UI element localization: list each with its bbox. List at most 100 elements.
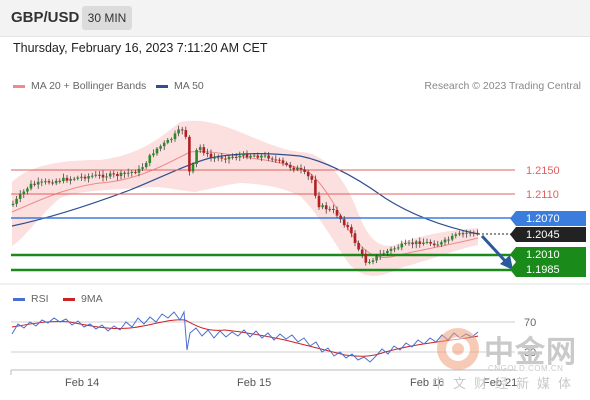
- candle-body: [155, 148, 159, 154]
- candle-body: [458, 233, 461, 235]
- watermark-tagline: 中文财经新媒体: [432, 376, 580, 391]
- candle-body: [461, 233, 465, 235]
- candle-body: [216, 157, 220, 159]
- candle-body: [76, 177, 80, 179]
- rsi-ma-swatch: [63, 297, 75, 301]
- candle-body: [252, 155, 256, 157]
- timeframe-button[interactable]: 30 MIN: [82, 6, 132, 30]
- candle-body: [310, 176, 314, 180]
- candle-body: [332, 208, 335, 210]
- candle-body: [393, 248, 396, 250]
- s1-tag: [516, 247, 586, 262]
- candle-body: [44, 181, 47, 183]
- candle-body: [425, 241, 429, 243]
- candle-body: [407, 242, 411, 244]
- candle-body: [159, 146, 162, 149]
- candle-body: [202, 147, 206, 153]
- candle-body: [62, 177, 65, 182]
- candle-body: [18, 194, 22, 199]
- candle-body: [83, 176, 87, 179]
- rsi-legend-label: RSI: [31, 293, 49, 305]
- candle-body: [234, 156, 238, 158]
- candle-body: [184, 130, 188, 137]
- candle-body: [40, 181, 44, 183]
- candle-body: [422, 242, 425, 245]
- candle-body: [206, 152, 209, 154]
- pivot-tag-arrow: [510, 211, 516, 226]
- legend-ma20: MA 20 + Bollinger Bands: [13, 80, 146, 92]
- candle-body: [317, 195, 321, 208]
- forecast-arrow: [480, 234, 513, 270]
- candle-body: [116, 174, 119, 177]
- current-label: 1.2045: [526, 229, 560, 241]
- candle-body: [33, 183, 36, 185]
- candle-body: [296, 168, 299, 170]
- candle-body: [148, 155, 152, 164]
- rsi-swatch: [13, 297, 25, 301]
- rsi-30-label: 30: [524, 347, 536, 359]
- r2-label: 1.2150: [526, 165, 560, 177]
- x-label-feb16: Feb 16: [410, 377, 444, 389]
- current-tag-arrow: [510, 227, 516, 242]
- candle-body: [94, 174, 98, 176]
- research-credit: Research © 2023 Trading Central: [424, 80, 581, 92]
- candle-body: [378, 254, 382, 257]
- candle-body: [342, 219, 346, 226]
- candle-body: [328, 208, 332, 210]
- candle-body: [357, 242, 360, 250]
- candle-body: [98, 174, 101, 176]
- ma50-label: MA 50: [174, 80, 204, 92]
- candle-body: [404, 242, 407, 244]
- ma50-line: [11, 153, 479, 235]
- candle-body: [324, 205, 328, 210]
- candle-body: [447, 239, 450, 241]
- candle-body: [180, 129, 184, 131]
- candle-body: [299, 168, 303, 170]
- r1-label: 1.2110: [526, 189, 559, 201]
- candle-body: [80, 176, 83, 178]
- candle-body: [263, 155, 267, 157]
- pivot-label: 1.2070: [526, 213, 560, 225]
- legend-ma50: MA 50: [156, 80, 204, 92]
- candle-body: [29, 183, 33, 189]
- candle-body: [152, 153, 155, 156]
- candle-body: [364, 253, 368, 263]
- candle-body: [231, 156, 234, 158]
- candle-body: [47, 181, 51, 183]
- candle-body: [285, 162, 288, 165]
- candle-body: [418, 241, 422, 245]
- candle-body: [465, 232, 468, 234]
- candle-body: [195, 149, 198, 164]
- candle-body: [281, 160, 285, 163]
- candle-body: [454, 234, 458, 236]
- ma20-swatch: [13, 84, 25, 88]
- candle-body: [371, 260, 375, 262]
- cngold-logo-icon: [437, 328, 479, 370]
- candle-body: [58, 180, 62, 182]
- candle-body: [375, 256, 378, 261]
- candle-body: [198, 147, 202, 150]
- candle-body: [11, 203, 15, 205]
- current-tag: [516, 227, 586, 242]
- candle-body: [270, 158, 274, 160]
- s2-tag-arrow: [510, 262, 516, 277]
- candle-body: [69, 178, 72, 181]
- candle-body: [288, 164, 292, 168]
- candle-body: [65, 177, 69, 181]
- candle-body: [335, 209, 339, 216]
- candle-body: [51, 182, 54, 184]
- candle-body: [353, 233, 357, 243]
- candle-body: [306, 171, 310, 177]
- x-label-feb21: Feb 21: [483, 377, 517, 389]
- watermark-logo-text: 中金网: [484, 336, 577, 369]
- bollinger-band: [12, 120, 478, 276]
- candle-body: [303, 169, 306, 172]
- candle-body: [368, 261, 371, 263]
- candle-body: [314, 179, 317, 196]
- candle-body: [256, 155, 260, 158]
- candle-body: [432, 243, 436, 246]
- rsi-legend: RSI: [13, 293, 49, 305]
- candle-body: [227, 156, 231, 160]
- s1-label: 1.2010: [526, 249, 560, 261]
